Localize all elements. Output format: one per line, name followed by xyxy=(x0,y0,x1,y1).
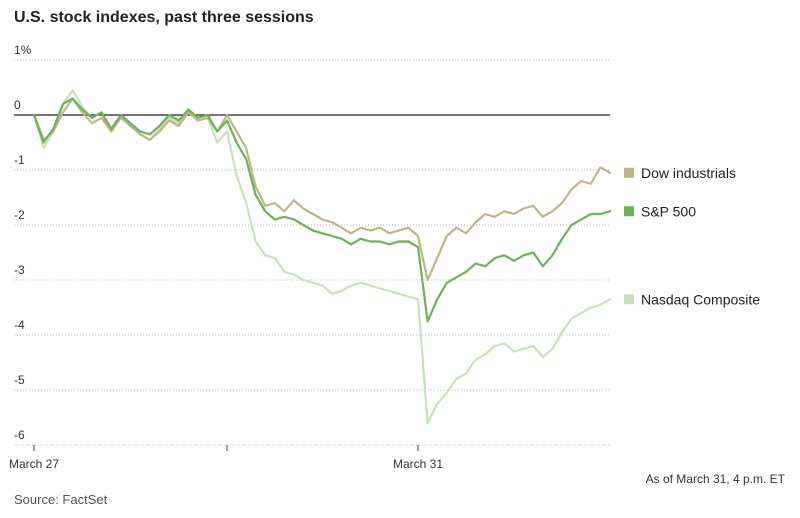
x-axis: March 27 March 31 xyxy=(9,445,443,471)
chart-title: U.S. stock indexes, past three sessions xyxy=(14,9,314,26)
y-tick-label: 0 xyxy=(14,98,21,112)
y-tick-label: -1 xyxy=(14,153,25,167)
y-tick-label: 1% xyxy=(14,43,32,57)
legend-swatch xyxy=(624,167,634,178)
legend-label: Dow industrials xyxy=(641,165,736,181)
series-line-dow-industrials xyxy=(32,97,612,282)
y-tick-label: -3 xyxy=(14,263,25,277)
y-tick-label: -4 xyxy=(14,318,25,332)
y-tick-label: -6 xyxy=(14,428,25,442)
y-tick-label: -2 xyxy=(14,208,25,222)
x-tick-label: March 31 xyxy=(393,457,443,471)
timestamp-note: As of March 31, 4 p.m. ET xyxy=(645,472,785,486)
legend-swatch xyxy=(624,206,634,217)
x-tick-label: March 27 xyxy=(9,457,59,471)
legend-swatch xyxy=(624,294,634,305)
series-line-s-p-500 xyxy=(32,97,612,323)
y-axis-ticks: 1% 0 -1 -2 -3 -4 -5 -6 xyxy=(14,43,32,442)
legend-label: S&P 500 xyxy=(641,203,696,219)
grid-lines xyxy=(14,59,610,446)
source-note: Source: FactSet xyxy=(14,492,108,507)
y-tick-label: -5 xyxy=(14,373,25,387)
series-line-nasdaq-composite xyxy=(32,89,612,425)
series-lines xyxy=(32,89,612,425)
legend: Dow industrials S&P 500 Nasdaq Composite xyxy=(624,165,760,307)
legend-label: Nasdaq Composite xyxy=(641,291,760,307)
